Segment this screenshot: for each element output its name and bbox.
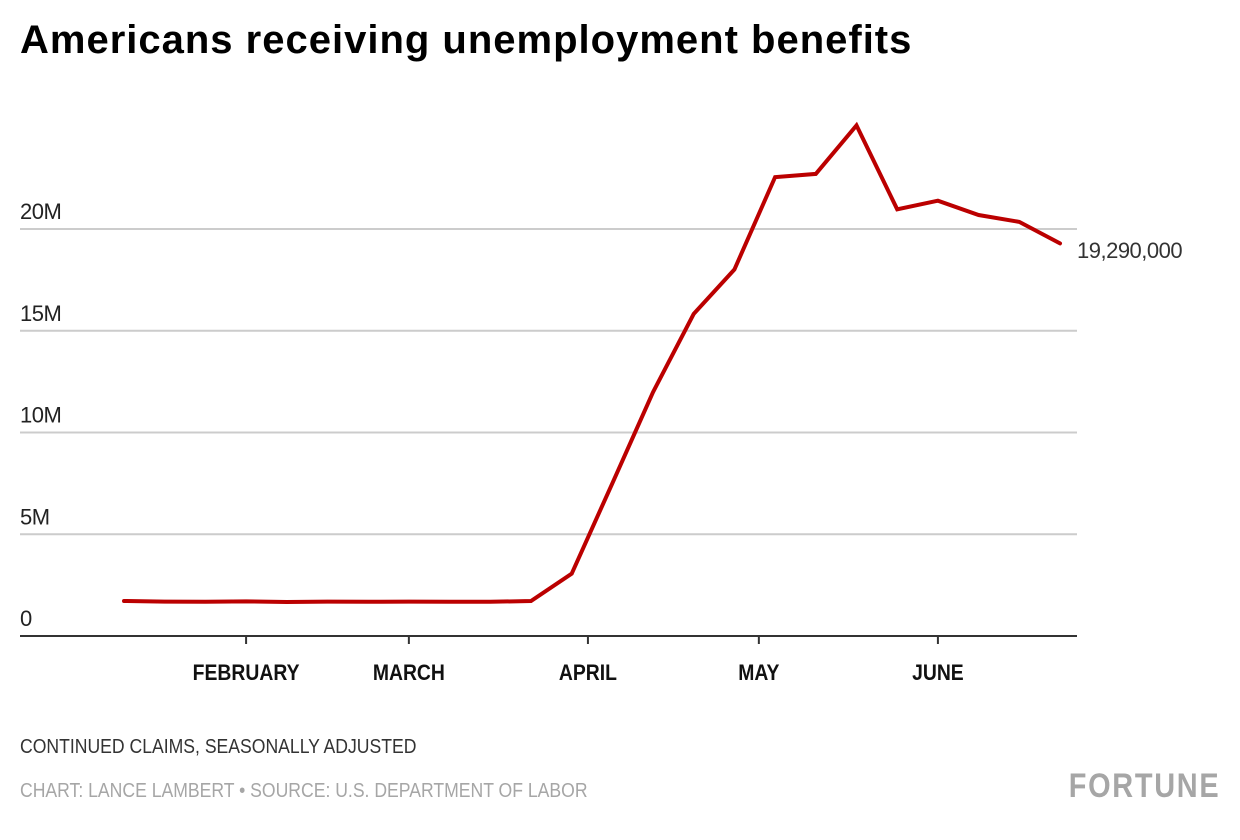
x-tick-label: JUNE	[912, 661, 964, 685]
line-chart: 0 5M 10M 15M 20M FEBRUARY MARCH APRIL MAY JUNE 1…	[20, 121, 1183, 685]
x-tick-label: MARCH	[373, 661, 445, 685]
gridlines	[20, 228, 1077, 536]
fortune-logo: FORTUNE	[1068, 767, 1220, 805]
y-axis-labels: 0 5M 10M 15M 20M	[20, 199, 62, 631]
x-tick-label: FEBRUARY	[193, 661, 300, 685]
chart-subtitle: CONTINUED CLAIMS, SEASONALLY ADJUSTED	[20, 736, 417, 758]
x-axis: FEBRUARY MARCH APRIL MAY JUNE	[20, 635, 1077, 685]
y-tick-label: 10M	[20, 403, 61, 428]
y-tick-label: 5M	[20, 504, 50, 529]
end-value-label: 19,290,000	[1077, 238, 1182, 263]
y-tick-label: 15M	[20, 301, 61, 326]
series-line	[122, 121, 1062, 605]
y-tick-label: 20M	[20, 199, 61, 224]
chart-title: Americans receiving unemployment benefit…	[20, 18, 913, 62]
x-tick-label: APRIL	[559, 661, 617, 685]
x-tick-label: MAY	[738, 661, 779, 685]
y-tick-label: 0	[20, 606, 32, 631]
data-line	[122, 121, 1062, 605]
chart-credit: CHART: LANCE LAMBERT • SOURCE: U.S. DEPA…	[20, 780, 588, 802]
